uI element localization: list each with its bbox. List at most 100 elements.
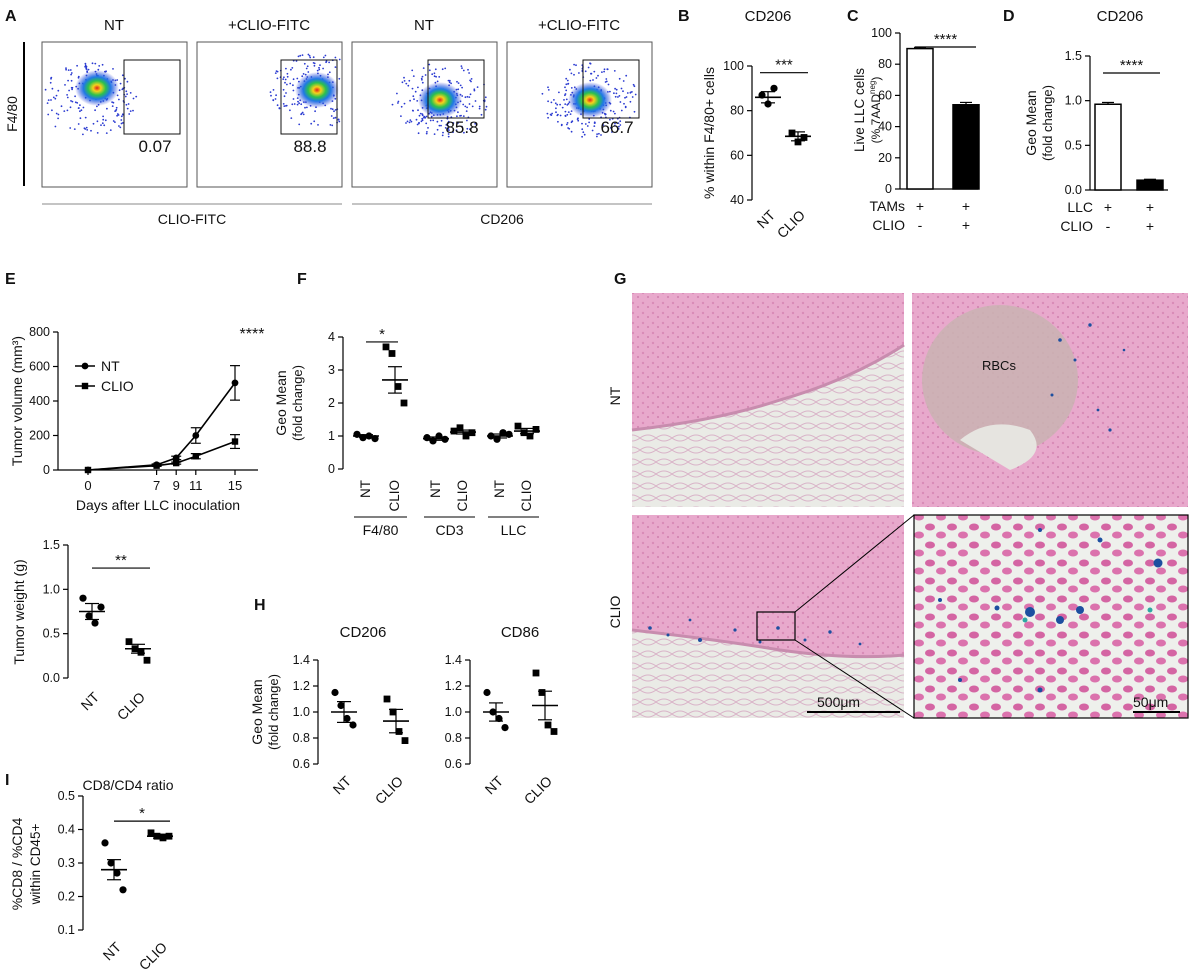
flow-y-label: F4/80 [4,96,20,132]
flow-event-dot [633,110,636,113]
data-point [192,453,199,460]
flow-event-dot [629,100,632,103]
flow-event-dot [67,79,69,82]
y-tick-label: 0.5 [43,627,60,641]
flow-event-dot [51,87,54,90]
x-tick-label: NT [330,772,355,797]
flow-event-dot [460,114,462,117]
flow-gate-value: 0.07 [138,137,171,156]
flow-event-dot [292,78,295,81]
data-point [382,343,390,351]
x-tick-label: CLIO [521,773,555,807]
flow-event-dot [303,62,306,65]
flow-event-dot [564,86,566,89]
flow-event-dot [54,97,57,100]
row-symbol: - [1106,218,1111,234]
flow-plot-title: NT [414,17,434,34]
flow-event-dot [604,81,607,83]
data-point [79,594,87,602]
flow-event-dot [555,111,557,114]
bar [1094,103,1122,191]
flow-event-dot [613,70,616,72]
flow-event-dot [400,115,402,117]
flow-event-dot [290,117,293,119]
flow-event-dot [617,127,620,130]
flow-gate-value: 88.8 [293,137,326,156]
flow-event-dot [577,119,580,122]
flow-event-dot [596,133,598,136]
x-tick-label: CLIO [519,480,534,512]
flow-event-dot [408,79,411,82]
y-axis-label: (fold change) [266,674,281,750]
flow-event-dot [405,122,407,124]
flow-event-dot [69,127,72,129]
flow-event-dot [102,115,104,118]
flow-event-dot [76,102,79,104]
flow-event-dot [480,113,483,116]
flow-event-dot [461,125,463,128]
flow-event-dot [274,72,277,74]
flow-event-dot [109,129,112,132]
flow-event-dot [391,103,394,106]
data-point [423,434,431,442]
flow-event-dot [609,109,612,112]
significance-stars: ** [115,552,127,569]
flow-event-dot [338,58,341,61]
flow-event-dot [448,81,451,84]
flow-event-dot [609,118,611,121]
flow-event-dot [49,81,52,84]
flow-event-dot [556,103,559,106]
bar [1136,179,1164,191]
flow-event-dot [614,112,616,115]
flow-event-dot [115,108,118,111]
y-axis-label: Geo Mean [273,370,289,435]
flow-event-dot [459,84,462,87]
chart-e-tumor-weight: 0.0 0.5 1.0 1.5 Tumor weight (g) ** NT CLIO [11,538,151,723]
flow-gate [427,59,485,119]
flow-event-dot [611,131,613,133]
flow-event-dot [117,114,120,116]
data-point [538,689,546,696]
flow-event-dot [283,105,286,107]
flow-event-dot [469,93,472,96]
flow-density-core [75,70,119,106]
flow-event-dot [65,67,67,69]
flow-event-dot [68,89,70,92]
flow-event-dot [619,124,622,126]
flow-event-dot [300,103,303,106]
flow-event-dot [272,89,275,91]
flow-event-dot [85,65,88,68]
flow-event-dot [70,79,73,82]
flow-event-dot [564,94,566,97]
panel-letter-b: B [678,8,690,25]
data-point [462,432,470,440]
flow-event-dot [338,77,341,80]
flow-event-dot [573,63,575,66]
panel-letter-g: G [614,271,626,288]
flow-event-dot [118,125,120,127]
flow-event-dot [115,106,118,109]
x-tick-label: CLIO [136,939,170,973]
flow-event-dot [466,106,468,109]
flow-event-dot [286,83,288,86]
data-point [388,350,396,357]
flow-event-dot [427,127,429,129]
flow-event-dot [338,120,341,123]
data-point [389,708,397,716]
flow-event-dot [593,70,596,73]
flow-event-dot [126,107,129,110]
flow-event-dot [421,75,424,78]
significance-stars: * [139,805,145,822]
data-point [401,737,409,744]
x-tick-label: 11 [189,478,203,493]
row-symbol: + [1104,199,1112,215]
y-tick-label: 4 [328,330,335,344]
y-tick-label: 0 [43,463,50,477]
flow-event-dot [461,67,463,69]
flow-plot-title: +CLIO-FITC [228,17,310,34]
data-point [147,829,155,837]
flow-event-dot [129,92,132,94]
flow-event-dot [541,92,544,95]
flow-event-dot [560,123,563,126]
